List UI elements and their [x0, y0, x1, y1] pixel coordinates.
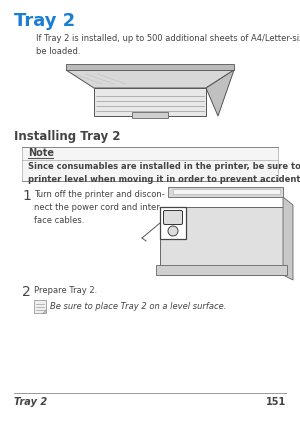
Text: 151: 151: [266, 397, 286, 407]
Bar: [94, 88, 206, 116]
Polygon shape: [42, 309, 46, 313]
Bar: [22, 147, 278, 181]
Text: Prepare Tray 2.: Prepare Tray 2.: [34, 286, 97, 295]
Text: Tray 2: Tray 2: [14, 12, 75, 30]
Bar: [160, 207, 283, 275]
Text: Installing Tray 2: Installing Tray 2: [14, 130, 121, 143]
Text: Be sure to place Tray 2 on a level surface.: Be sure to place Tray 2 on a level surfa…: [50, 302, 226, 311]
Text: Turn off the printer and discon-
nect the power cord and inter-
face cables.: Turn off the printer and discon- nect th…: [34, 190, 165, 225]
Text: 1: 1: [22, 189, 31, 203]
Bar: [34, 300, 46, 313]
Bar: [132, 112, 168, 118]
Text: 2: 2: [22, 285, 31, 299]
Bar: [160, 207, 186, 239]
Polygon shape: [66, 64, 234, 70]
Polygon shape: [173, 189, 280, 194]
Polygon shape: [168, 187, 283, 197]
Text: Tray 2: Tray 2: [14, 397, 47, 407]
Text: Note: Note: [28, 148, 54, 158]
Text: If Tray 2 is installed, up to 500 additional sheets of A4/Letter-size paper can
: If Tray 2 is installed, up to 500 additi…: [36, 34, 300, 56]
Polygon shape: [66, 70, 234, 88]
Polygon shape: [283, 197, 293, 280]
Polygon shape: [206, 70, 234, 116]
Bar: [156, 265, 287, 275]
Circle shape: [168, 226, 178, 236]
Text: Since consumables are installed in the printer, be sure to keep the
printer leve: Since consumables are installed in the p…: [28, 162, 300, 184]
FancyBboxPatch shape: [164, 210, 182, 224]
